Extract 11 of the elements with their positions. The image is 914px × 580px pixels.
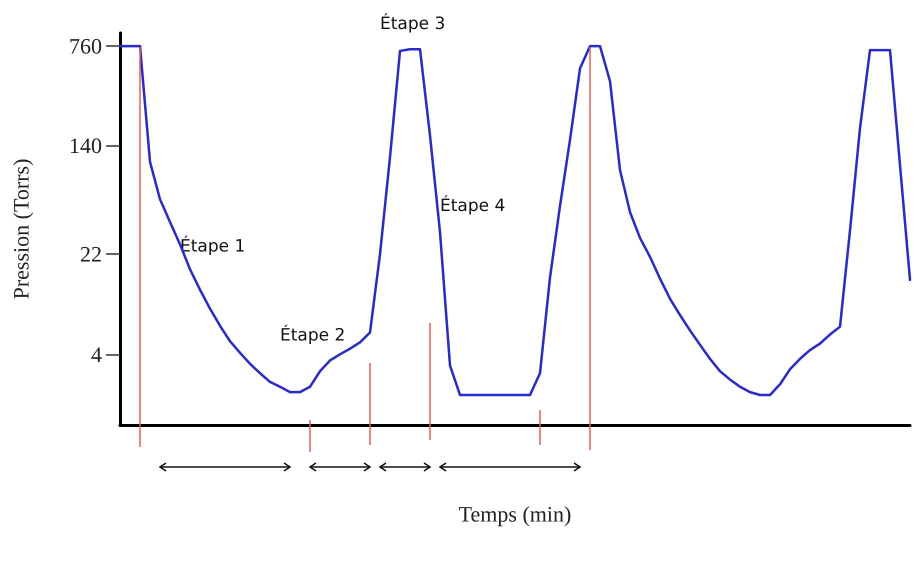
y-tick-label: 760	[69, 34, 102, 59]
y-axis-title: Pression (Torrs)	[8, 158, 34, 300]
annotation: Étape 4	[440, 194, 506, 216]
y-tick-label: 140	[69, 132, 102, 158]
annotation: Étape 2	[280, 324, 346, 346]
y-tick-label: 4	[91, 342, 102, 367]
line-series	[118, 44, 912, 396]
y-tick-label: 22	[80, 242, 102, 267]
x-axis-title: Temps (min)	[458, 502, 572, 526]
annotation: Étape 1	[180, 236, 246, 257]
annotation: Étape 3	[380, 13, 446, 34]
